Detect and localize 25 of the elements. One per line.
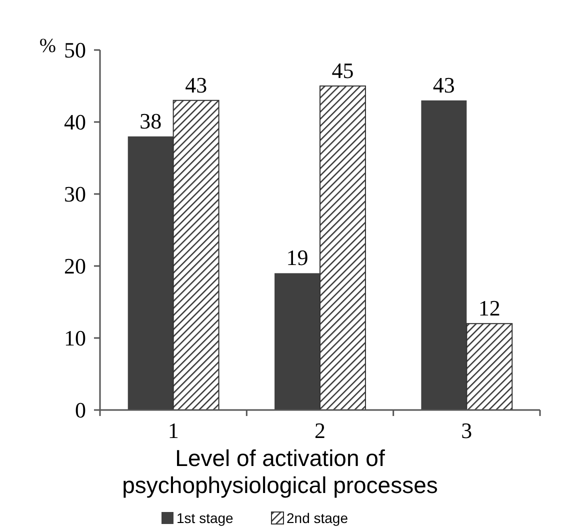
data-label: 43 — [432, 72, 455, 98]
y-tick-label: 0 — [75, 398, 86, 423]
legend-label: 2nd stage — [286, 510, 348, 526]
bar — [466, 323, 513, 410]
legend-label: 1st stage — [176, 510, 234, 526]
y-tick-label: 30 — [64, 182, 86, 207]
data-label: 12 — [478, 296, 500, 321]
y-tick-label: 50 — [64, 38, 86, 63]
bar — [128, 136, 174, 410]
bar — [421, 100, 467, 410]
bar — [172, 100, 220, 410]
x-tick-label: 1 — [168, 418, 179, 443]
data-label: 38 — [140, 108, 162, 134]
y-tick-label: 10 — [64, 326, 86, 351]
y-tick-label: 20 — [64, 254, 86, 279]
x-axis-title: Level of activation of psychophysiological processes — [122, 445, 438, 498]
data-label: 43 — [185, 72, 208, 98]
y-axis-title: % — [39, 35, 56, 57]
x-tick-label: 3 — [461, 418, 472, 443]
x-tick-label: 2 — [314, 418, 326, 443]
data-label: 45 — [332, 58, 354, 83]
bar — [274, 273, 320, 410]
data-label: 19 — [286, 245, 308, 270]
y-tick-label: 40 — [64, 110, 86, 135]
bar — [320, 86, 366, 410]
